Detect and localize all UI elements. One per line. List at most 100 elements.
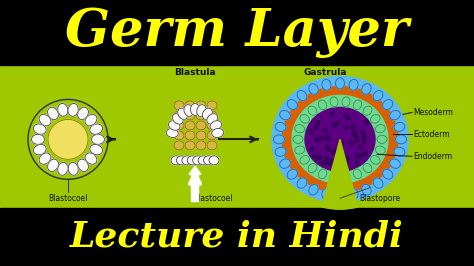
Ellipse shape — [196, 111, 206, 120]
Ellipse shape — [339, 142, 343, 146]
Ellipse shape — [362, 84, 371, 94]
Circle shape — [48, 119, 88, 159]
Text: Blastocoel: Blastocoel — [48, 194, 88, 203]
Ellipse shape — [171, 156, 181, 165]
Ellipse shape — [323, 128, 327, 132]
Ellipse shape — [31, 134, 45, 144]
Ellipse shape — [330, 112, 334, 116]
Ellipse shape — [309, 84, 318, 94]
Ellipse shape — [330, 97, 338, 107]
Ellipse shape — [371, 115, 380, 123]
Ellipse shape — [321, 161, 325, 165]
Ellipse shape — [319, 100, 327, 110]
Ellipse shape — [334, 149, 338, 153]
Ellipse shape — [345, 157, 349, 161]
Bar — [0, 1, 474, 65]
Ellipse shape — [58, 103, 68, 116]
Ellipse shape — [207, 141, 217, 150]
Ellipse shape — [78, 159, 89, 172]
Ellipse shape — [354, 134, 358, 138]
Ellipse shape — [273, 135, 284, 144]
Ellipse shape — [174, 131, 184, 140]
Ellipse shape — [322, 80, 331, 90]
Ellipse shape — [346, 117, 350, 120]
Ellipse shape — [355, 138, 359, 142]
Ellipse shape — [39, 114, 51, 126]
Text: Gastrula: Gastrula — [303, 68, 347, 77]
Ellipse shape — [342, 172, 350, 182]
Ellipse shape — [322, 188, 331, 199]
Ellipse shape — [353, 100, 362, 110]
Text: Blastula: Blastula — [174, 68, 216, 77]
Ellipse shape — [327, 137, 330, 141]
Ellipse shape — [326, 136, 330, 140]
Text: Germ Layer: Germ Layer — [65, 7, 409, 59]
Ellipse shape — [394, 147, 405, 156]
Ellipse shape — [305, 107, 375, 171]
Ellipse shape — [355, 161, 359, 165]
Ellipse shape — [363, 106, 372, 115]
Ellipse shape — [34, 124, 46, 134]
Text: Lecture in Hindi: Lecture in Hindi — [70, 220, 404, 254]
Ellipse shape — [326, 147, 330, 151]
Ellipse shape — [344, 114, 348, 118]
Ellipse shape — [185, 141, 195, 150]
Ellipse shape — [308, 163, 317, 173]
Ellipse shape — [312, 154, 317, 158]
Ellipse shape — [287, 99, 298, 109]
Ellipse shape — [34, 144, 46, 155]
Wedge shape — [322, 139, 358, 209]
Ellipse shape — [184, 105, 193, 117]
Ellipse shape — [202, 108, 212, 119]
Ellipse shape — [332, 123, 337, 127]
Ellipse shape — [210, 121, 221, 130]
Ellipse shape — [174, 141, 184, 150]
Ellipse shape — [280, 110, 291, 120]
Ellipse shape — [196, 121, 206, 130]
Ellipse shape — [363, 151, 367, 155]
Ellipse shape — [173, 114, 183, 124]
Ellipse shape — [207, 101, 217, 110]
Ellipse shape — [317, 157, 321, 161]
Ellipse shape — [68, 103, 78, 116]
Ellipse shape — [203, 156, 214, 165]
Ellipse shape — [309, 130, 313, 134]
Ellipse shape — [308, 106, 317, 115]
Ellipse shape — [394, 122, 405, 131]
Ellipse shape — [174, 121, 184, 130]
Ellipse shape — [68, 163, 78, 175]
Ellipse shape — [185, 101, 195, 110]
Ellipse shape — [47, 107, 58, 120]
Ellipse shape — [185, 111, 195, 120]
Ellipse shape — [375, 124, 385, 133]
Ellipse shape — [166, 128, 178, 138]
Text: Endoderm: Endoderm — [413, 152, 452, 161]
Ellipse shape — [357, 155, 361, 159]
Ellipse shape — [325, 156, 329, 160]
Ellipse shape — [196, 101, 206, 110]
Ellipse shape — [280, 159, 291, 168]
Ellipse shape — [295, 124, 305, 133]
Ellipse shape — [310, 147, 314, 151]
Ellipse shape — [209, 156, 219, 165]
Ellipse shape — [297, 90, 307, 101]
Ellipse shape — [342, 97, 350, 107]
Ellipse shape — [275, 122, 286, 131]
Ellipse shape — [287, 169, 298, 179]
Ellipse shape — [292, 95, 388, 183]
Ellipse shape — [85, 114, 97, 126]
Ellipse shape — [212, 128, 224, 138]
Ellipse shape — [174, 101, 184, 110]
Ellipse shape — [314, 126, 319, 130]
Ellipse shape — [362, 139, 366, 143]
Ellipse shape — [193, 156, 203, 165]
Ellipse shape — [191, 103, 200, 115]
Ellipse shape — [319, 136, 323, 140]
Ellipse shape — [90, 124, 102, 134]
Ellipse shape — [341, 155, 345, 159]
Ellipse shape — [336, 78, 345, 89]
Ellipse shape — [272, 76, 408, 202]
Ellipse shape — [176, 156, 186, 165]
Ellipse shape — [207, 111, 217, 120]
Text: Blastocoel: Blastocoel — [193, 194, 233, 203]
